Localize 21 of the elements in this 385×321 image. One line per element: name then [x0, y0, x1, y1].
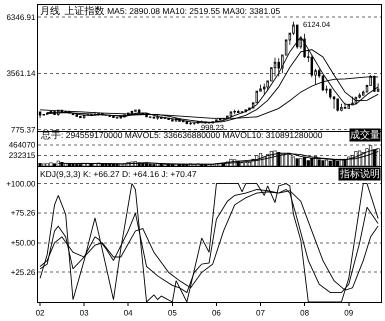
y-tick-label: +25.26 — [10, 268, 36, 277]
y-tick-label: 6346.91 — [6, 12, 36, 22]
y-tick-label: +100.00 — [6, 179, 36, 188]
x-tick-label: 06 — [212, 308, 222, 318]
y-tick-label: 464070 — [8, 140, 36, 150]
chart-title: 月线 上证指数 MA5: 2890.08 MA10: 2519.55 MA30: 3381.05 — [40, 5, 280, 17]
x-tick-label: 08 — [300, 308, 310, 318]
y-tick-label: +50.00 — [10, 238, 36, 248]
y-tick-label: 3561.14 — [6, 69, 36, 78]
chart-title: KDJ(9,3,3) K: +66.27 D: +64.16 J: +70.47 — [40, 169, 197, 179]
x-tick-label: 02 — [36, 308, 46, 318]
y-tick-label: +75.26 — [10, 208, 36, 218]
x-tick-label: 03 — [80, 308, 90, 318]
x-tick-label: 09 — [344, 308, 354, 318]
annotation: 成交量 — [350, 129, 380, 141]
y-tick-label: 232315 — [8, 151, 36, 160]
annotation: 指标说明 — [339, 168, 380, 180]
y-tick-label: 775.37 — [10, 125, 36, 134]
x-tick-label: 04 — [124, 308, 134, 318]
x-tick-label: 05 — [168, 308, 178, 318]
x-tick-label: 07 — [256, 308, 266, 318]
